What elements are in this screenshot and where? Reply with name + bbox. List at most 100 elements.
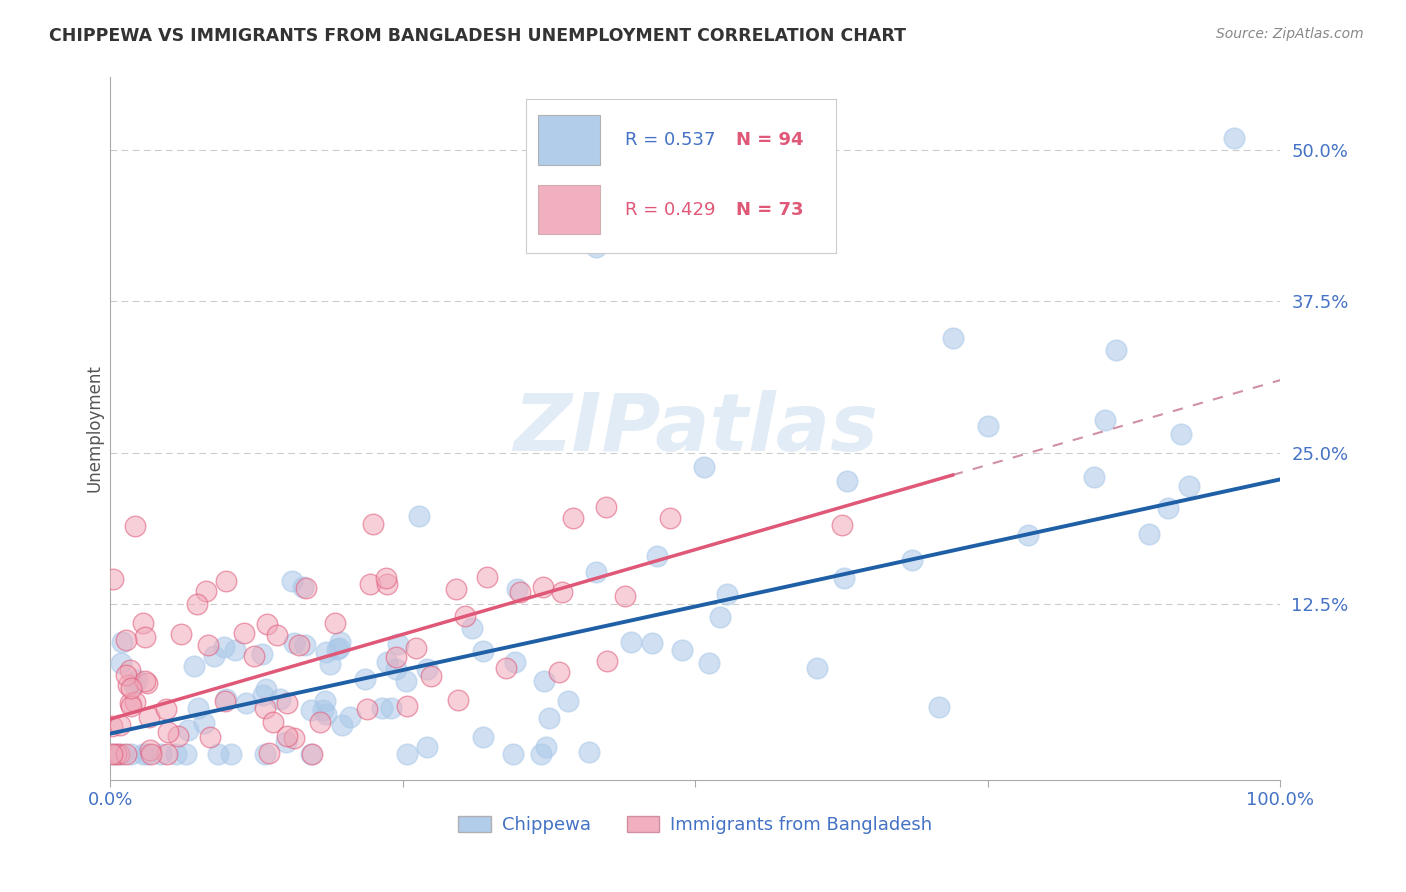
Point xyxy=(111,635,134,649)
Point xyxy=(139,747,162,762)
Point xyxy=(530,747,553,762)
Point xyxy=(503,656,526,670)
Point xyxy=(1094,413,1116,427)
Point xyxy=(420,669,443,683)
Point xyxy=(214,693,236,707)
Point xyxy=(250,647,273,661)
Point xyxy=(254,681,277,696)
Point xyxy=(806,660,828,674)
Point xyxy=(120,747,142,762)
Point xyxy=(495,661,517,675)
Point xyxy=(243,649,266,664)
Point xyxy=(167,729,190,743)
Point xyxy=(283,636,305,650)
Point xyxy=(110,656,132,670)
Point xyxy=(339,709,361,723)
Point xyxy=(100,719,122,733)
Text: ZIPatlas: ZIPatlas xyxy=(513,390,877,467)
Point xyxy=(202,649,225,664)
Point xyxy=(416,662,439,676)
Point xyxy=(1222,131,1244,145)
Point xyxy=(170,627,193,641)
Point xyxy=(537,711,560,725)
Point xyxy=(315,645,337,659)
Point xyxy=(1083,470,1105,484)
Point xyxy=(136,676,159,690)
Point xyxy=(835,474,858,488)
Point xyxy=(187,701,209,715)
Point xyxy=(585,566,607,580)
Point xyxy=(195,584,218,599)
Point xyxy=(578,745,600,759)
Point xyxy=(312,703,335,717)
Point xyxy=(315,707,337,722)
Point xyxy=(294,581,316,595)
Point xyxy=(471,644,494,658)
Point xyxy=(361,516,384,531)
Point xyxy=(174,747,197,762)
Point xyxy=(359,577,381,591)
Point xyxy=(176,723,198,737)
Point xyxy=(697,656,720,670)
Point xyxy=(110,747,132,762)
Point xyxy=(134,631,156,645)
Point xyxy=(1170,427,1192,442)
Point xyxy=(928,700,950,714)
Point xyxy=(375,655,398,669)
Point xyxy=(658,511,681,525)
Point xyxy=(831,518,853,533)
Point xyxy=(444,582,467,597)
Point xyxy=(314,693,336,707)
Point xyxy=(207,747,229,762)
Point xyxy=(380,701,402,715)
Point xyxy=(395,699,418,714)
Point xyxy=(387,637,409,651)
Point xyxy=(585,240,607,254)
Point xyxy=(477,570,499,584)
Point xyxy=(183,659,205,673)
Point xyxy=(531,580,554,594)
Point xyxy=(101,747,124,762)
Point xyxy=(299,747,322,762)
Point xyxy=(262,715,284,730)
Point xyxy=(193,715,215,730)
Point xyxy=(832,571,855,585)
Point xyxy=(385,650,408,665)
Point xyxy=(620,635,643,649)
Point xyxy=(120,696,142,710)
Point xyxy=(319,657,342,671)
Point xyxy=(548,665,571,680)
Point xyxy=(1137,527,1160,541)
Point xyxy=(138,709,160,723)
Point xyxy=(408,509,430,524)
Point xyxy=(301,747,323,762)
Point xyxy=(326,642,349,657)
Point xyxy=(155,702,177,716)
Point xyxy=(253,701,276,715)
Point xyxy=(416,740,439,755)
Point xyxy=(221,747,243,762)
Point xyxy=(257,746,280,760)
Point xyxy=(551,585,574,599)
Point xyxy=(266,628,288,642)
Point xyxy=(506,582,529,596)
Point xyxy=(134,673,156,688)
Point xyxy=(118,664,141,678)
Point xyxy=(595,500,617,514)
Point xyxy=(108,747,131,762)
Point xyxy=(395,674,418,689)
Point xyxy=(215,574,238,589)
Point xyxy=(150,747,173,762)
Text: Source: ZipAtlas.com: Source: ZipAtlas.com xyxy=(1216,27,1364,41)
Point xyxy=(977,418,1000,433)
Point xyxy=(101,572,124,586)
Point xyxy=(1105,343,1128,358)
Point xyxy=(135,747,157,762)
Point xyxy=(671,643,693,657)
Point xyxy=(101,747,124,762)
Point xyxy=(329,635,352,649)
Point xyxy=(104,747,127,762)
Point xyxy=(115,668,138,682)
Point xyxy=(131,616,153,631)
Point xyxy=(502,747,524,762)
